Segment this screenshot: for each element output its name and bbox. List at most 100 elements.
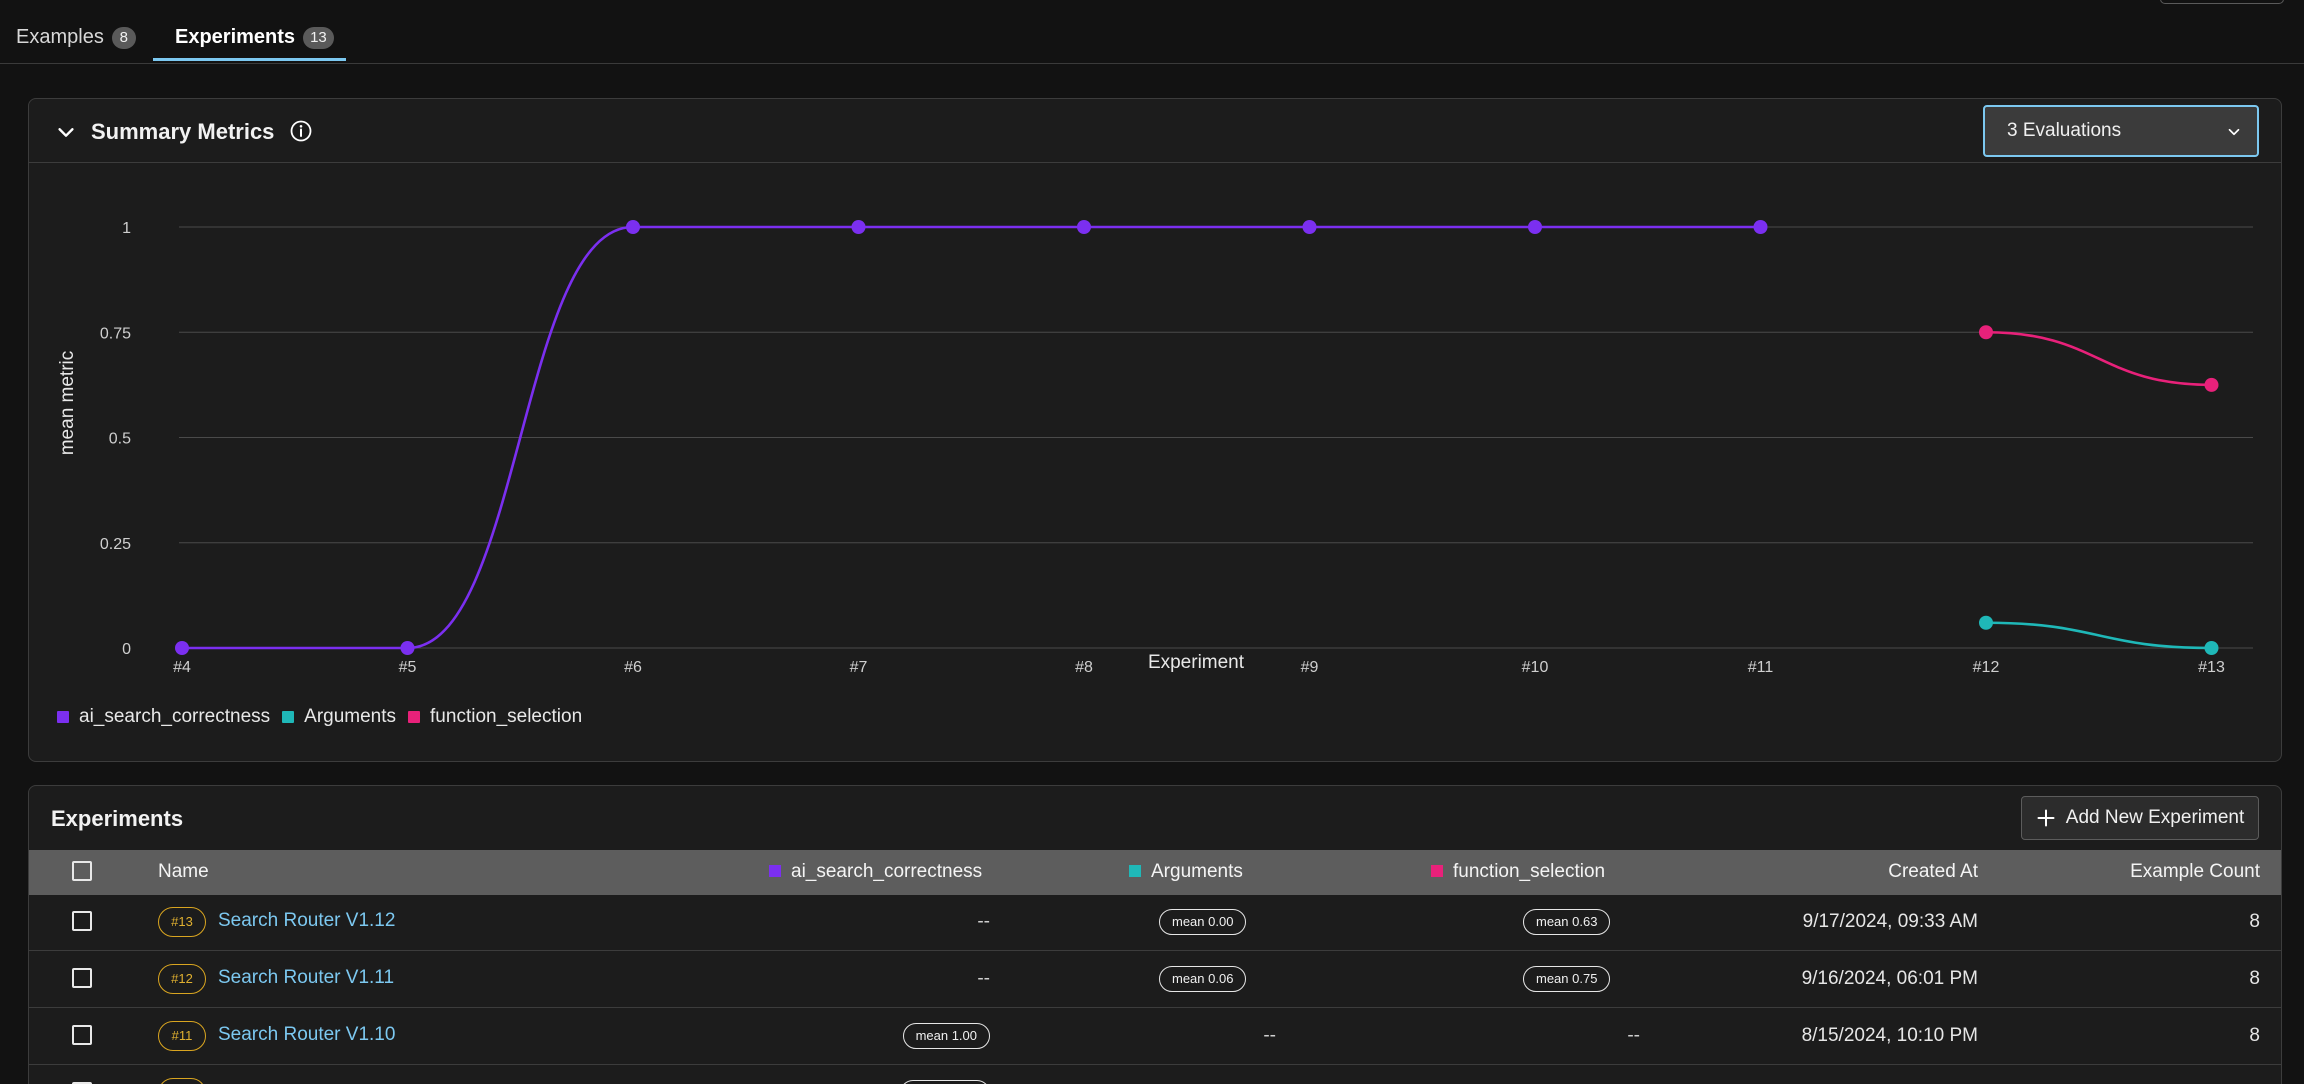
info-icon[interactable]	[289, 119, 313, 143]
experiment-number-badge: #12	[158, 964, 206, 994]
data-point[interactable]	[175, 641, 189, 655]
plus-icon	[2037, 809, 2055, 827]
x-tick-label: #10	[1522, 659, 1549, 676]
column-header-ai-search-correctness[interactable]: ai_search_correctness	[769, 861, 982, 883]
table-row[interactable]: #11 Search Router V1.10 mean 1.00 -- -- …	[29, 1009, 2281, 1065]
column-header-label: Arguments	[1151, 861, 1243, 882]
series-swatch	[1431, 865, 1443, 877]
evaluations-select-value: 3 Evaluations	[2007, 120, 2122, 141]
tab-examples-label: Examples	[16, 26, 104, 48]
x-tick-label: #9	[1301, 659, 1319, 676]
column-header-created-at[interactable]: Created At	[1888, 861, 1978, 882]
active-tab-indicator	[153, 58, 346, 61]
example-count-value: 8	[2249, 968, 2260, 989]
column-header-function-selection[interactable]: function_selection	[1431, 861, 1605, 883]
experiment-number-badge	[158, 1078, 206, 1084]
experiments-panel: Experiments Add New Experiment Name ai_s…	[28, 785, 2282, 1084]
ai-search-correctness-value	[900, 1080, 990, 1084]
experiments-table-header: Name ai_search_correctness Arguments fun…	[29, 850, 2281, 895]
column-header-label: ai_search_correctness	[791, 861, 983, 882]
column-header-label: function_selection	[1453, 861, 1606, 882]
example-count-value: 8	[2249, 1025, 2260, 1046]
y-tick-label: 0.25	[100, 536, 131, 553]
legend-label: Arguments	[304, 706, 397, 727]
data-point[interactable]	[851, 220, 866, 234]
x-tick-label: #6	[624, 659, 642, 676]
column-header-example-count[interactable]: Example Count	[2130, 861, 2260, 882]
series-line	[182, 225, 1761, 650]
legend-item: ai_search_correctness	[57, 706, 270, 728]
legend-swatch	[282, 711, 295, 723]
arguments-value: --	[1263, 1025, 1276, 1046]
series-swatch	[1129, 865, 1141, 877]
data-point[interactable]	[2204, 641, 2219, 655]
row-checkbox[interactable]	[72, 1025, 92, 1045]
tab-examples[interactable]: Examples 8	[16, 26, 136, 64]
experiments-title: Experiments	[51, 806, 184, 831]
x-tick-label: #12	[1973, 659, 2000, 676]
x-tick-label: #11	[1748, 659, 1774, 676]
x-tick-label: #8	[1075, 659, 1093, 676]
function-selection-value: mean 0.63	[1523, 909, 1611, 935]
data-point[interactable]	[1528, 220, 1542, 234]
data-point[interactable]	[1302, 220, 1317, 234]
legend-swatch	[57, 711, 69, 723]
created-at-value: 9/16/2024, 06:01 PM	[1801, 968, 1978, 989]
legend-item: Arguments	[282, 706, 396, 728]
y-axis-label: mean metric	[57, 351, 78, 456]
evaluations-select[interactable]: 3 Evaluations	[1983, 105, 2259, 157]
top-right-button[interactable]	[2160, 0, 2284, 4]
table-row[interactable]: #12 Search Router V1.11 -- mean 0.06 mea…	[29, 952, 2281, 1008]
legend-label: ai_search_correctness	[79, 706, 271, 727]
row-checkbox[interactable]	[72, 1082, 92, 1084]
data-point[interactable]	[2204, 377, 2219, 392]
chevron-down-icon	[2228, 128, 2240, 136]
x-tick-label: #7	[850, 659, 868, 676]
data-point[interactable]	[626, 220, 640, 234]
data-point[interactable]	[400, 641, 415, 655]
chevron-down-icon[interactable]	[55, 121, 77, 143]
ai-search-correctness-value: mean 1.00	[902, 1023, 990, 1049]
ai-search-correctness-value: --	[977, 911, 990, 932]
function-selection-value: --	[1627, 1025, 1640, 1046]
row-checkbox[interactable]	[72, 911, 92, 931]
created-at-value: 9/17/2024, 09:33 AM	[1802, 911, 1978, 932]
example-count-value: 8	[2249, 911, 2260, 932]
row-checkbox[interactable]	[72, 968, 92, 988]
experiment-name-link[interactable]: Search Router V1.11	[218, 967, 395, 988]
data-point[interactable]	[1077, 220, 1091, 234]
select-all-checkbox[interactable]	[72, 861, 92, 881]
series-swatch	[769, 865, 781, 877]
tab-bar: Examples 8 Experiments 13	[0, 0, 2304, 64]
series-line	[1985, 621, 2212, 650]
data-point[interactable]	[1753, 220, 1768, 234]
x-tick-label: #5	[399, 659, 417, 676]
y-tick-label: 0.5	[109, 431, 131, 448]
data-point[interactable]	[1979, 325, 1993, 340]
arguments-value: mean 0.06	[1159, 966, 1247, 992]
table-row[interactable]	[29, 1066, 2281, 1084]
tab-experiments-label: Experiments	[175, 26, 296, 48]
legend-label: function_selection	[430, 706, 583, 727]
x-tick-label: #4	[173, 659, 191, 676]
legend-item: function_selection	[408, 706, 582, 728]
x-tick-label: #13	[2198, 659, 2225, 676]
summary-metrics-header: Summary Metrics 3 Evaluations	[29, 99, 2281, 163]
function-selection-value: mean 0.75	[1523, 966, 1611, 992]
add-new-experiment-button[interactable]: Add New Experiment	[2021, 796, 2259, 840]
summary-metrics-title: Summary Metrics	[91, 119, 275, 144]
created-at-value: 8/15/2024, 10:10 PM	[1801, 1025, 1978, 1046]
tab-experiments[interactable]: Experiments 13	[175, 26, 334, 64]
legend-swatch	[408, 711, 421, 723]
experiment-name-link[interactable]: Search Router V1.10	[218, 1024, 396, 1045]
chart-legend: ai_search_correctness Arguments function…	[57, 706, 584, 728]
column-header-name[interactable]: Name	[158, 861, 209, 882]
tab-examples-count: 8	[111, 27, 136, 49]
experiment-number-badge: #13	[158, 907, 206, 937]
data-point[interactable]	[1979, 615, 1993, 630]
table-row[interactable]: #13 Search Router V1.12 -- mean 0.00 mea…	[29, 895, 2281, 951]
column-header-arguments[interactable]: Arguments	[1129, 861, 1243, 883]
experiment-number-badge: #11	[158, 1021, 206, 1051]
experiment-name-link[interactable]: Search Router V1.12	[218, 910, 396, 931]
tab-experiments-count: 13	[303, 27, 334, 49]
